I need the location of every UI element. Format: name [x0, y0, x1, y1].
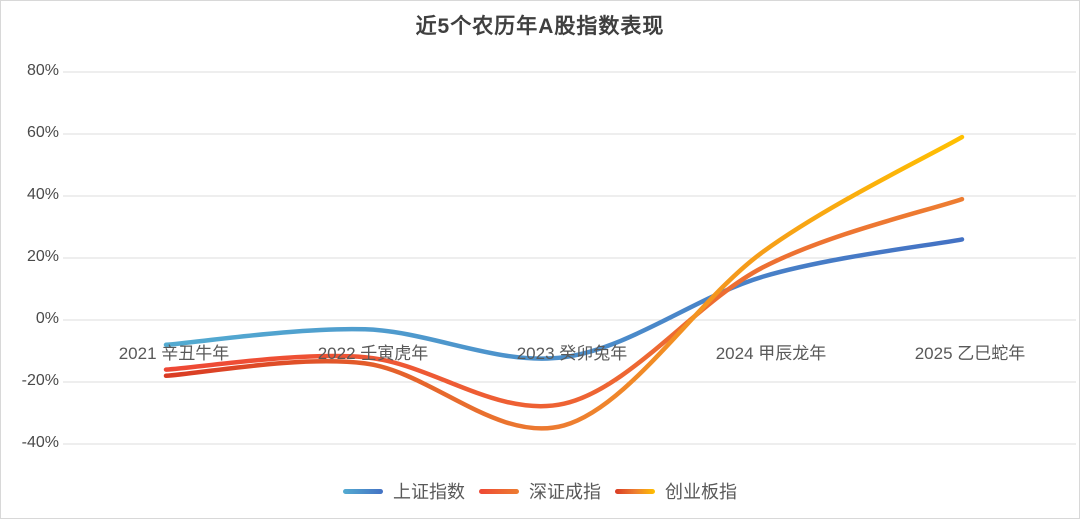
- legend-label: 深证成指: [529, 482, 601, 502]
- y-tick-label: -40%: [21, 434, 59, 451]
- x-tick-label: 2021 辛丑牛年: [118, 344, 230, 363]
- x-tick-label: 2022 壬寅虎年: [317, 344, 429, 363]
- y-tick-label: 40%: [26, 186, 59, 203]
- legend-item-2: 创业板指: [615, 478, 737, 504]
- x-tick-label: 2025 乙巳蛇年: [914, 344, 1026, 363]
- y-tick-label: -20%: [21, 372, 59, 389]
- legend-swatch-icon: [479, 488, 519, 494]
- chart-title: 近5个农历年A股指数表现: [415, 15, 665, 38]
- legend-swatch-icon: [343, 488, 383, 494]
- legend-label: 创业板指: [665, 482, 737, 502]
- gridlines: [63, 71, 1076, 445]
- y-tick-label: 60%: [26, 124, 59, 141]
- x-tick-label: 2024 甲辰龙年: [715, 344, 827, 363]
- series-line-0: [163, 237, 965, 361]
- y-tick-label: 80%: [26, 62, 59, 79]
- legend-item-1: 深证成指: [479, 478, 601, 504]
- series-line-1: [163, 196, 965, 409]
- legend: 上证指数 深证成指 创业板指: [1, 478, 1079, 504]
- y-tick-label: 20%: [26, 248, 59, 265]
- x-tick-label: 2023 癸卯兔年: [516, 344, 628, 363]
- series-line-2: [163, 134, 965, 431]
- legend-item-0: 上证指数: [343, 478, 465, 504]
- y-tick-label: 0%: [35, 310, 59, 327]
- legend-label: 上证指数: [393, 482, 465, 502]
- legend-swatch-icon: [615, 488, 655, 494]
